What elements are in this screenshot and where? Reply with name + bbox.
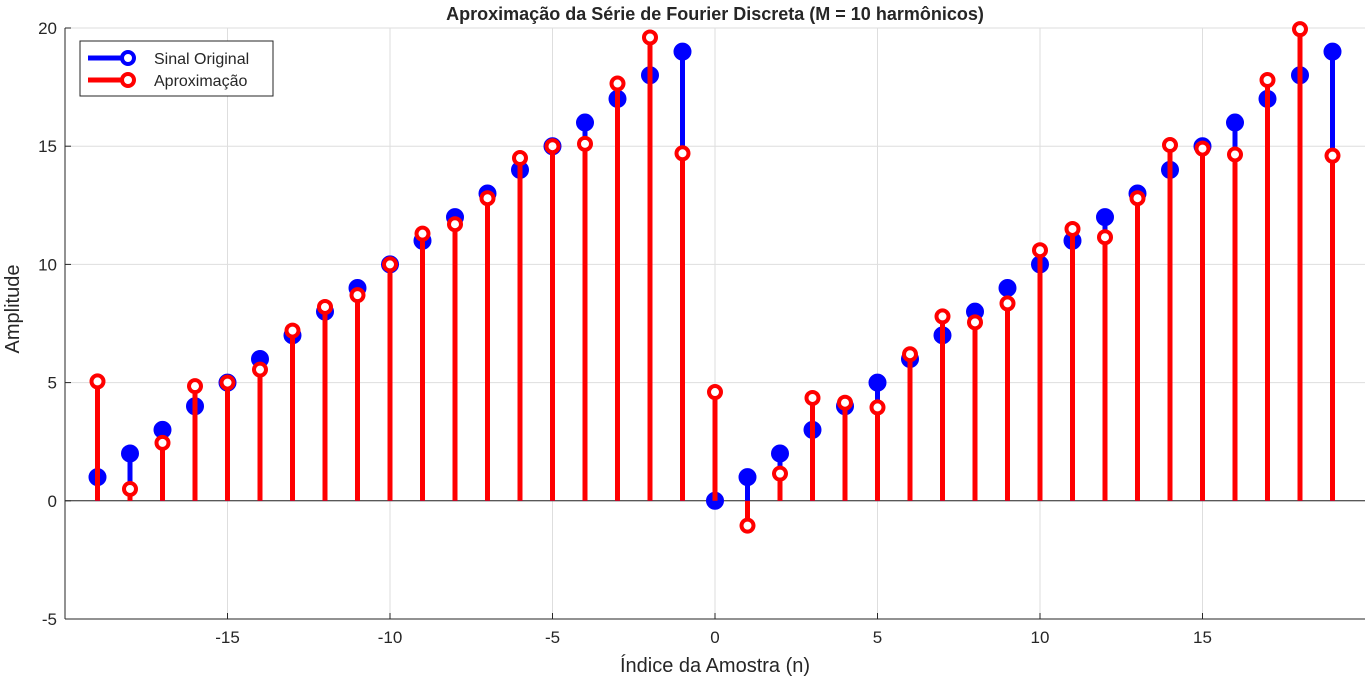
y-tick-label: -5: [42, 610, 57, 629]
marker-approximation: [284, 322, 301, 339]
marker-original: [673, 42, 692, 61]
marker-approximation: [1097, 229, 1113, 246]
marker-approximation: [934, 308, 951, 325]
x-tick-label: 5: [873, 628, 882, 647]
marker-approximation: [122, 480, 138, 497]
marker-approximation: [674, 145, 691, 162]
marker-original: [1323, 42, 1342, 61]
legend-box: [79, 40, 274, 97]
x-tick-label: 0: [710, 628, 719, 647]
tick-labels: -15 -10 -5 0 5 10 15 -5 0 5 10 15 20: [38, 19, 1212, 647]
marker-approximation: [382, 256, 398, 273]
marker-approximation: [609, 75, 626, 92]
marker-original: [771, 444, 789, 463]
marker-approximation: [902, 346, 918, 363]
legend-swatch-marker-original: [120, 50, 136, 66]
legend-item-approximation: Aproximação: [88, 72, 247, 90]
marker-approximation: [1064, 220, 1081, 237]
legend-item-original: Sinal Original: [88, 50, 249, 68]
y-tick-label: 10: [38, 255, 57, 274]
marker-approximation: [1162, 137, 1178, 154]
marker-approximation: [1227, 146, 1243, 163]
marker-approximation: [1129, 190, 1146, 207]
marker-approximation: [447, 216, 463, 233]
marker-approximation: [219, 374, 236, 391]
marker-approximation: [512, 150, 528, 167]
marker-original: [1226, 113, 1244, 132]
x-tick-label: -10: [378, 628, 403, 647]
x-axis-label: Índice da Amostra (n): [620, 654, 810, 677]
marker-approximation: [1032, 242, 1048, 259]
marker-approximation: [1324, 147, 1341, 164]
legend-swatch-marker-approximation: [120, 72, 136, 88]
marker-approximation: [1259, 72, 1276, 89]
marker-approximation: [739, 517, 756, 534]
marker-approximation: [1194, 140, 1211, 157]
marker-approximation: [837, 394, 853, 411]
marker-original: [998, 279, 1017, 298]
marker-original: [576, 113, 594, 132]
marker-approximation: [187, 378, 203, 395]
x-tick-label: -15: [215, 628, 240, 647]
marker-approximation: [414, 225, 431, 242]
marker-approximation: [349, 287, 366, 304]
x-tick-label: -5: [545, 628, 560, 647]
marker-approximation: [544, 138, 561, 155]
marker-approximation: [89, 373, 106, 390]
marker-approximation: [577, 135, 593, 152]
marker-original: [121, 444, 139, 463]
marker-approximation: [967, 314, 983, 331]
marker-approximation: [772, 465, 788, 482]
legend: Sinal Original Aproximação: [79, 40, 274, 97]
stems: [88, 21, 1342, 534]
chart-title: Aproximação da Série de Fourier Discreta…: [446, 4, 984, 24]
marker-approximation: [1292, 21, 1308, 38]
marker-original: [738, 468, 757, 487]
marker-approximation: [154, 434, 171, 451]
marker-approximation: [479, 190, 496, 207]
marker-approximation: [804, 389, 821, 406]
y-tick-label: 20: [38, 19, 57, 38]
marker-approximation: [317, 298, 333, 315]
legend-label-original: Sinal Original: [154, 51, 249, 68]
marker-approximation: [999, 295, 1016, 312]
x-tick-label: 15: [1193, 628, 1212, 647]
marker-approximation: [707, 384, 723, 401]
marker-approximation: [642, 29, 658, 46]
y-tick-label: 15: [38, 137, 57, 156]
x-tick-label: 10: [1031, 628, 1050, 647]
marker-approximation: [252, 361, 268, 378]
marker-original: [868, 373, 887, 392]
marker-original: [1096, 208, 1114, 227]
legend-label-approximation: Aproximação: [154, 73, 247, 90]
y-tick-label: 5: [48, 374, 57, 393]
y-axis-label: Amplitude: [2, 265, 24, 354]
y-tick-label: 0: [48, 492, 57, 511]
marker-approximation: [869, 399, 886, 416]
